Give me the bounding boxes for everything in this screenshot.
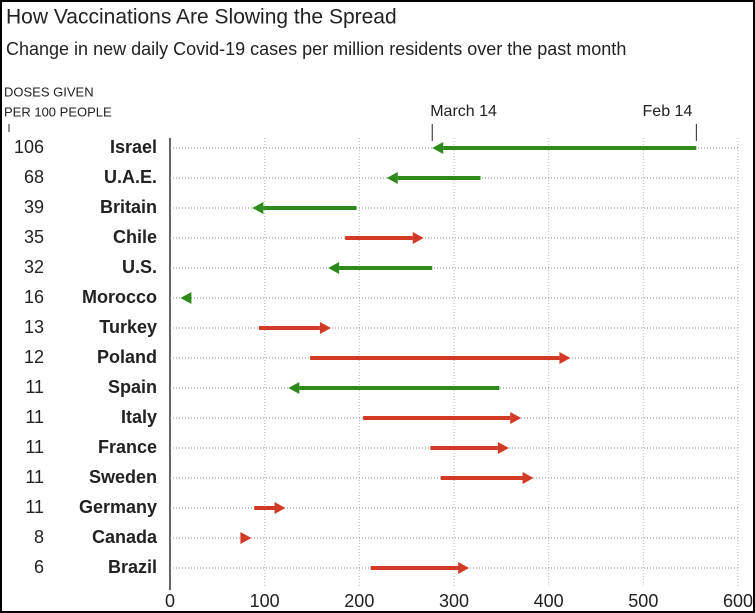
x-tick-label: 100 (250, 591, 280, 611)
annotation-label: Feb 14 (643, 103, 693, 120)
arrow-head (559, 352, 571, 364)
category-label: Spain (108, 377, 157, 397)
category-label: U.A.E. (104, 167, 157, 187)
dose-value: 6 (34, 557, 44, 577)
category-label: Poland (97, 347, 157, 367)
category-label: Turkey (99, 317, 157, 337)
category-label: Italy (121, 407, 157, 427)
arrow-head (252, 202, 264, 214)
x-tick-label: 200 (344, 591, 374, 611)
arrow-head (386, 172, 398, 184)
arrow-head (412, 232, 424, 244)
dose-value: 13 (24, 317, 44, 337)
x-tick-label: 400 (534, 591, 564, 611)
category-label: Morocco (82, 287, 157, 307)
x-tick-label: 300 (439, 591, 469, 611)
category-label: Chile (113, 227, 157, 247)
dose-value: 11 (25, 497, 44, 517)
dose-value: 35 (24, 227, 44, 247)
dose-value: 8 (34, 527, 44, 547)
arrow-head (319, 322, 331, 334)
dose-value: 106 (14, 137, 44, 157)
arrow-head (432, 142, 444, 154)
x-tick-label: 500 (628, 591, 658, 611)
doses-label: DOSES GIVEN (4, 84, 94, 99)
arrow-head (497, 442, 509, 454)
dose-value: 11 (25, 377, 44, 397)
chart-title: How Vaccinations Are Slowing the Spread (6, 6, 397, 29)
arrow-head (274, 502, 286, 514)
arrow-head (180, 292, 192, 304)
dose-value: 32 (24, 257, 44, 277)
category-label: Sweden (89, 467, 157, 487)
dose-value: 39 (24, 197, 44, 217)
category-label: Britain (100, 197, 157, 217)
arrow-head (510, 412, 522, 424)
dose-value: 11 (25, 437, 44, 457)
arrow-head (522, 472, 534, 484)
dose-value: 11 (25, 407, 44, 427)
category-label: U.S. (122, 257, 157, 277)
doses-label: PER 100 PEOPLE (4, 104, 112, 119)
dose-value: 12 (24, 347, 44, 367)
annotation-label: March 14 (430, 103, 497, 120)
dose-value: 16 (24, 287, 44, 307)
arrow-head (288, 382, 300, 394)
category-label: Israel (110, 137, 157, 157)
arrow-head (458, 562, 470, 574)
x-tick-label: 0 (165, 591, 175, 611)
category-label: Germany (79, 497, 157, 517)
x-tick-label: 600 (723, 591, 753, 611)
arrow-head (328, 262, 340, 274)
arrow-head (240, 532, 252, 544)
chart-subtitle: Change in new daily Covid-19 cases per m… (6, 39, 626, 59)
category-label: France (98, 437, 157, 457)
category-label: Canada (92, 527, 158, 547)
category-label: Brazil (108, 557, 157, 577)
dose-value: 68 (24, 167, 44, 187)
dose-value: 11 (25, 467, 44, 487)
